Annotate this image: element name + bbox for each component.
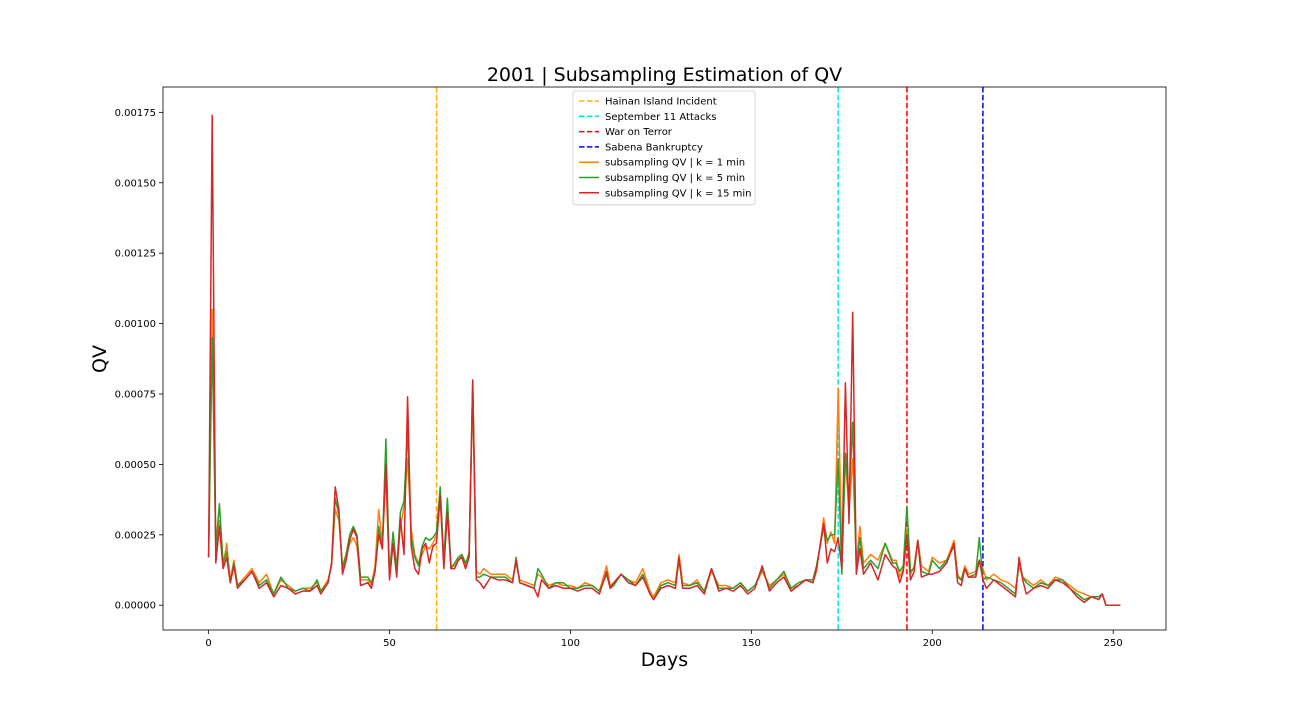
x-tick-label: 50: [383, 638, 396, 649]
y-axis-label: QV: [89, 345, 111, 373]
x-axis-label: Days: [641, 649, 688, 671]
plot-layer: [207, 87, 1121, 630]
legend-label: September 11 Attacks: [605, 112, 717, 123]
x-tick-label: 100: [561, 638, 580, 649]
plot-area: [207, 87, 1121, 630]
legend-label: War on Terror: [605, 127, 673, 138]
y-tick-label: 0.00125: [115, 249, 156, 260]
legend-label: subsampling QV | k = 15 min: [605, 188, 751, 199]
chart-title: 2001 | Subsampling Estimation of QV: [487, 64, 842, 86]
legend-label: Hainan Island Incident: [605, 97, 717, 108]
y-tick-label: 0.00150: [115, 178, 156, 189]
y-tick-label: 0.00000: [115, 601, 156, 612]
x-tick-label: 0: [205, 638, 211, 649]
y-tick-label: 0.00100: [115, 319, 156, 330]
y-tick-label: 0.00050: [115, 460, 156, 471]
legend-label: subsampling QV | k = 1 min: [605, 158, 745, 169]
y-tick-label: 0.00025: [115, 530, 156, 541]
x-tick-label: 150: [742, 638, 761, 649]
y-tick-label: 0.00175: [115, 108, 156, 119]
axes-frame: [162, 86, 1167, 631]
legend-box: [572, 90, 756, 206]
legend: Hainan Island Incident September 11 Attac…: [572, 90, 756, 206]
y-tick-label: 0.00075: [115, 389, 156, 400]
legend-label: Sabena Bankruptcy: [605, 142, 703, 153]
legend-label: subsampling QV | k = 5 min: [605, 173, 745, 184]
axes-layer: 0 50 100 150 200 250 0.00000 0.00025 0.00050 0.00…: [115, 86, 1167, 649]
x-tick-label: 250: [1104, 638, 1123, 649]
x-tick-label: 200: [923, 638, 942, 649]
series-line-2: [207, 114, 1121, 606]
